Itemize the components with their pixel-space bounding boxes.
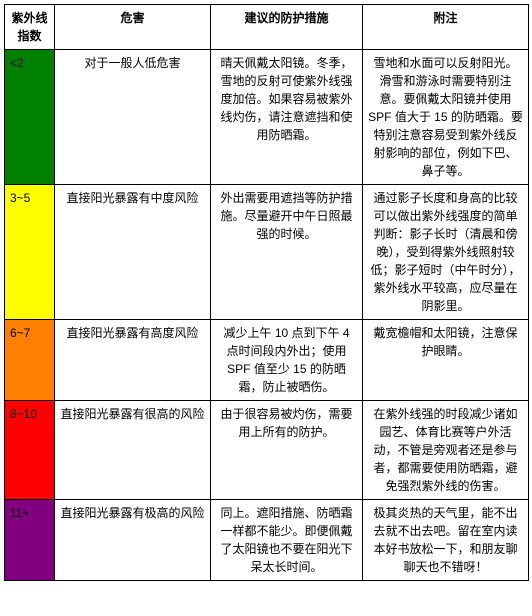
table-row: 6~7直接阳光暴露有高度风险减少上午 10 点到下午 4 点时间段内外出；使用 …	[5, 320, 529, 401]
uv-index-table: 紫外线指数 危害 建议的防护措施 附注 <2对于一般人低危害晴天佩戴太阳镜。冬季…	[4, 4, 529, 581]
header-protection: 建议的防护措施	[211, 5, 363, 50]
note-cell: 在紫外线强的时段减少诸如园艺、体育比赛等户外活动，不管是旁观者还是参与者，都需要…	[363, 401, 529, 500]
hazard-cell: 对于一般人低危害	[55, 50, 211, 185]
uv-index-cell: 6~7	[5, 320, 55, 401]
hazard-cell: 直接阳光暴露有很高的风险	[55, 401, 211, 500]
table-row: 3~5直接阳光暴露有中度风险外出需要用遮挡等防护措施。尽量避开中午日照最强的时候…	[5, 185, 529, 320]
uv-index-cell: 3~5	[5, 185, 55, 320]
protection-cell: 晴天佩戴太阳镜。冬季，雪地的反射可使紫外线强度加倍。如果容易被紫外线灼伤，请注意…	[211, 50, 363, 185]
hazard-cell: 直接阳光暴露有极高的风险	[55, 500, 211, 581]
protection-cell: 外出需要用遮挡等防护措施。尽量避开中午日照最强的时候。	[211, 185, 363, 320]
protection-cell: 减少上午 10 点到下午 4 点时间段内外出；使用 SPF 值至少 15 的防晒…	[211, 320, 363, 401]
protection-cell: 由于很容易被灼伤，需要用上所有的防护。	[211, 401, 363, 500]
note-cell: 通过影子长度和身高的比较可以做出紫外线强度的简单判断：影子长时（清晨和傍晚），受…	[363, 185, 529, 320]
table-row: <2对于一般人低危害晴天佩戴太阳镜。冬季，雪地的反射可使紫外线强度加倍。如果容易…	[5, 50, 529, 185]
uv-index-cell: <2	[5, 50, 55, 185]
table-row: 8~10直接阳光暴露有很高的风险由于很容易被灼伤，需要用上所有的防护。在紫外线强…	[5, 401, 529, 500]
header-uv-index: 紫外线指数	[5, 5, 55, 50]
uv-index-cell: 8~10	[5, 401, 55, 500]
note-cell: 极其炎热的天气里，能不出去就不出去吧。留在室内读本好书放松一下，和朋友聊聊天也不…	[363, 500, 529, 581]
table-row: 11+直接阳光暴露有极高的风险同上。遮阳措施、防晒霜一样都不能少。即便佩戴了太阳…	[5, 500, 529, 581]
hazard-cell: 直接阳光暴露有中度风险	[55, 185, 211, 320]
hazard-cell: 直接阳光暴露有高度风险	[55, 320, 211, 401]
header-row: 紫外线指数 危害 建议的防护措施 附注	[5, 5, 529, 50]
note-cell: 雪地和水面可以反射阳光。滑雪和游泳时需要特别注意。要佩戴太阳镜并使用 SPF 值…	[363, 50, 529, 185]
header-hazard: 危害	[55, 5, 211, 50]
header-note: 附注	[363, 5, 529, 50]
uv-index-cell: 11+	[5, 500, 55, 581]
protection-cell: 同上。遮阳措施、防晒霜一样都不能少。即便佩戴了太阳镜也不要在阳光下呆太长时间。	[211, 500, 363, 581]
note-cell: 戴宽檐帽和太阳镜，注意保护眼睛。	[363, 320, 529, 401]
